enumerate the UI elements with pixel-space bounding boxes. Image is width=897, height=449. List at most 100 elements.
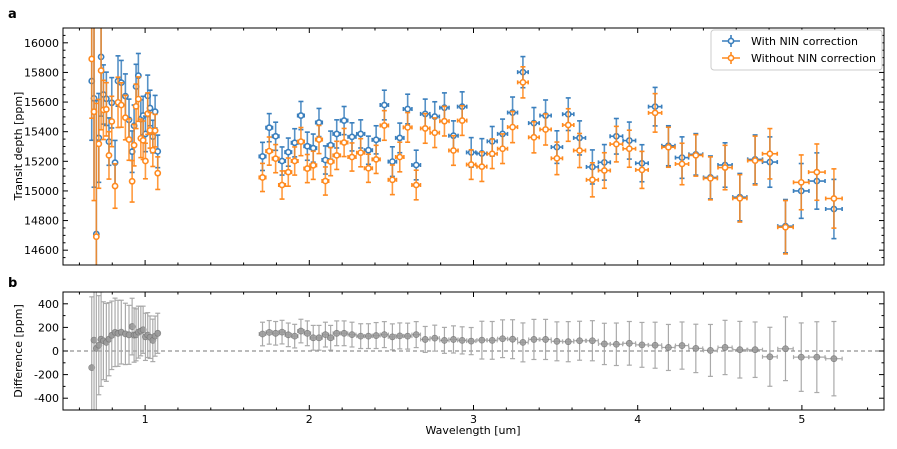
marker: [564, 338, 572, 346]
point-without-nin: [792, 154, 810, 211]
difference-point: [303, 320, 312, 347]
point-without-nin: [130, 123, 138, 167]
difference-point: [347, 321, 357, 348]
point-without-nin: [108, 95, 116, 148]
marker: [102, 105, 110, 113]
marker: [340, 117, 348, 124]
difference-point: [395, 322, 405, 350]
point-without-nin: [321, 166, 330, 196]
point-without-nin: [411, 169, 422, 201]
point-without-nin: [419, 112, 431, 145]
difference-point: [761, 326, 778, 387]
marker: [467, 161, 475, 168]
point-without-nin: [95, 98, 103, 190]
marker: [372, 136, 380, 144]
difference-point: [326, 324, 335, 351]
point-without-nin: [506, 110, 519, 144]
marker: [139, 136, 147, 144]
marker: [265, 147, 273, 155]
point-without-nin: [746, 135, 764, 186]
marker: [154, 169, 162, 177]
x-tick-label: 3: [470, 413, 477, 426]
point-without-nin: [277, 170, 287, 200]
legend-marker-with-nin: [722, 35, 740, 47]
difference-point: [315, 324, 323, 351]
difference-point: [647, 321, 663, 369]
marker: [365, 332, 372, 340]
marker: [542, 336, 549, 343]
marker: [303, 142, 311, 150]
point-without-nin: [761, 127, 779, 180]
point-without-nin: [296, 126, 306, 157]
y-tick-label: -400: [34, 392, 59, 405]
marker: [707, 347, 714, 354]
difference-point: [95, 295, 103, 396]
marker: [388, 333, 396, 341]
marker: [766, 150, 774, 158]
marker: [478, 163, 486, 171]
difference-point: [258, 321, 267, 347]
marker: [736, 346, 744, 354]
point-without-nin: [303, 153, 312, 184]
point-without-nin: [102, 81, 110, 137]
marker: [284, 148, 292, 156]
marker: [297, 112, 305, 119]
marker: [272, 329, 280, 337]
point-without-nin: [456, 104, 468, 137]
marker: [272, 155, 280, 163]
marker: [638, 166, 646, 174]
point-without-nin: [151, 113, 159, 148]
marker: [576, 147, 583, 154]
marker: [278, 157, 286, 165]
marker: [782, 345, 789, 353]
marker: [431, 129, 439, 137]
point-without-nin: [597, 151, 612, 190]
marker: [327, 158, 335, 166]
difference-point: [297, 318, 305, 344]
marker: [108, 118, 116, 125]
marker: [297, 327, 305, 335]
difference-point: [717, 319, 733, 376]
marker: [665, 344, 672, 351]
point-with-nin: [296, 100, 306, 131]
marker: [95, 140, 103, 148]
marker: [441, 336, 448, 344]
difference-point: [271, 320, 280, 346]
marker: [333, 329, 341, 337]
difference-point: [550, 321, 564, 362]
marker: [651, 109, 659, 117]
marker: [509, 123, 516, 131]
marker: [421, 336, 429, 343]
marker: [309, 144, 317, 152]
point-without-nin: [585, 161, 600, 198]
marker: [365, 164, 372, 172]
point-without-nin: [622, 129, 637, 169]
data-layer: [88, 28, 843, 265]
point-without-nin: [824, 168, 843, 229]
panel-label-a: a: [8, 7, 17, 22]
marker: [125, 136, 133, 143]
point-without-nin: [88, 28, 96, 120]
point-without-nin: [539, 113, 552, 146]
difference-point: [456, 326, 468, 355]
point-without-nin: [125, 118, 133, 162]
marker: [499, 335, 506, 343]
marker: [340, 329, 348, 337]
point-without-nin: [486, 138, 498, 170]
difference-point: [539, 318, 552, 361]
difference-point: [411, 321, 422, 349]
difference-point: [777, 316, 794, 382]
legend-label-with-nin: With NIN correction: [751, 35, 858, 48]
marker: [588, 176, 596, 184]
legend-box: [710, 29, 883, 71]
point-with-nin: [265, 112, 274, 143]
marker: [357, 149, 365, 157]
point-with-nin: [371, 124, 381, 155]
point-without-nin: [448, 134, 459, 167]
x-tick-label: 1: [142, 413, 149, 426]
point-without-nin: [496, 133, 509, 165]
x-tick-label: 2: [306, 413, 313, 426]
marker: [488, 150, 496, 158]
point-without-nin: [363, 153, 374, 184]
marker: [412, 331, 420, 338]
